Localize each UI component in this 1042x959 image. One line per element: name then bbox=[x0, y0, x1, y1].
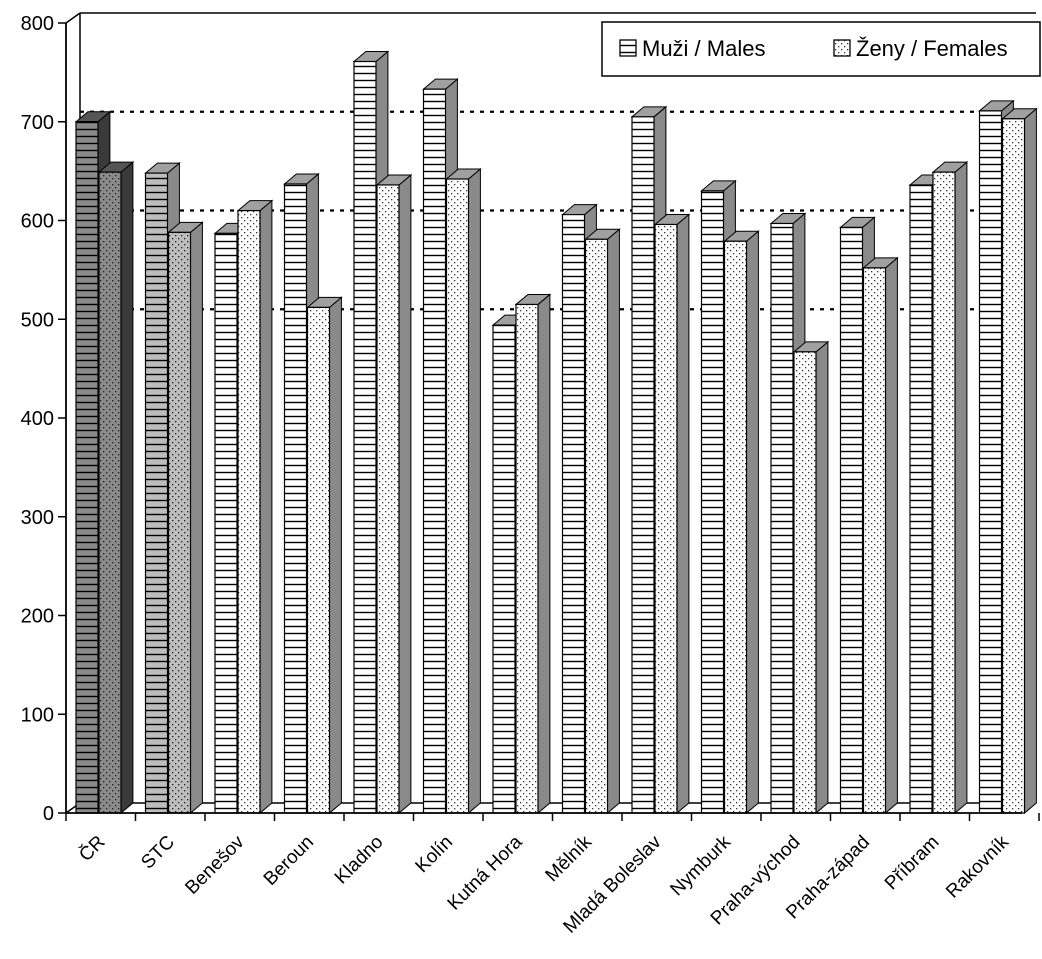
bar-front bbox=[283, 183, 308, 814]
bar-side bbox=[468, 167, 481, 815]
bar-side bbox=[329, 296, 342, 815]
bar-females-11 bbox=[862, 256, 899, 815]
bar-front bbox=[839, 226, 864, 814]
bar-front bbox=[306, 306, 331, 814]
legend-swatch-males bbox=[619, 39, 637, 57]
bar-front bbox=[793, 351, 817, 814]
y-tick-label-300: 300 bbox=[21, 507, 54, 529]
y-tick-label-200: 200 bbox=[21, 606, 54, 628]
legend-label-males: Muži / Males bbox=[642, 36, 765, 61]
bar-side bbox=[537, 293, 551, 815]
bar-females-1 bbox=[167, 221, 204, 815]
bar-females-13 bbox=[1001, 107, 1038, 815]
legend: Muži / Males Ženy / Females bbox=[601, 21, 1041, 77]
bar-front bbox=[144, 172, 169, 814]
bar-side bbox=[676, 213, 690, 815]
bar-front bbox=[932, 171, 956, 814]
x-category-label-5: Kolín bbox=[412, 832, 457, 877]
bar-front bbox=[654, 223, 678, 814]
bar-front bbox=[862, 267, 887, 814]
x-category-label-2: Benešov bbox=[181, 831, 248, 898]
bar-females-12 bbox=[931, 161, 969, 815]
bar-side bbox=[190, 221, 203, 815]
bar-side bbox=[746, 230, 759, 815]
x-category-label-9: Nymburk bbox=[666, 831, 735, 900]
bar-side bbox=[398, 173, 412, 815]
bar-side bbox=[1024, 107, 1037, 815]
bar-females-8 bbox=[653, 213, 691, 815]
y-axis: 0 100 200 300 400 500 600 700 800 bbox=[21, 13, 67, 825]
bar-front bbox=[445, 178, 470, 814]
y-tick-label-100: 100 bbox=[21, 704, 54, 726]
bar-front bbox=[909, 184, 933, 814]
x-category-label-3: Beroun bbox=[260, 832, 318, 890]
bar-front bbox=[978, 110, 1003, 814]
y-tick-label-700: 700 bbox=[21, 112, 54, 134]
legend-label-females: Ženy / Females bbox=[856, 36, 1008, 61]
bar-side bbox=[259, 199, 273, 815]
y-tick-label-800: 800 bbox=[21, 13, 54, 35]
bar-front bbox=[75, 121, 99, 814]
bar-females-4 bbox=[375, 173, 413, 815]
x-category-label-1: STC bbox=[137, 832, 179, 874]
bar-front bbox=[214, 232, 238, 814]
bar-front bbox=[422, 88, 447, 814]
bar-front bbox=[561, 213, 586, 814]
bar-females-5 bbox=[445, 167, 482, 815]
bar-females-0 bbox=[97, 161, 135, 815]
x-category-label-0: ČR bbox=[75, 831, 110, 866]
bar-front bbox=[98, 171, 122, 814]
bar-females-7 bbox=[584, 228, 621, 815]
x-category-label-4: Kladno bbox=[331, 832, 388, 889]
bar-front bbox=[167, 231, 192, 814]
bar-front bbox=[584, 238, 609, 814]
x-category-label-7: Mělník bbox=[542, 831, 597, 886]
bar-females-10 bbox=[792, 340, 830, 815]
x-category-label-6: Kutná Hora bbox=[444, 831, 527, 914]
legend-box bbox=[601, 21, 1041, 77]
bar-front bbox=[515, 303, 539, 814]
bar-front bbox=[770, 222, 794, 814]
bar-females-9 bbox=[723, 230, 760, 815]
legend-swatch-females bbox=[833, 39, 851, 57]
bar-front bbox=[353, 60, 377, 814]
bar-front bbox=[723, 240, 748, 814]
bar-females-2 bbox=[236, 199, 274, 815]
bar-side bbox=[120, 161, 134, 815]
y-tick-label-500: 500 bbox=[21, 309, 54, 331]
bar-side bbox=[954, 161, 968, 815]
bar-front bbox=[631, 116, 655, 814]
bar-side bbox=[815, 340, 829, 815]
bar-females-6 bbox=[514, 293, 552, 815]
y-tick-label-600: 600 bbox=[21, 211, 54, 233]
bar-side bbox=[885, 256, 898, 815]
bar-side bbox=[607, 228, 620, 815]
y-tick-label-0: 0 bbox=[43, 803, 54, 825]
bar-front bbox=[376, 184, 400, 814]
x-category-label-13: Rakovník bbox=[942, 831, 1013, 902]
x-category-label-12: Příbram bbox=[881, 832, 944, 895]
bar-front bbox=[700, 190, 725, 814]
y-tick-label-400: 400 bbox=[21, 408, 54, 430]
bar-front bbox=[492, 324, 516, 814]
bar-front bbox=[237, 210, 261, 814]
wall-top-side bbox=[65, 12, 81, 24]
bars bbox=[74, 50, 1038, 815]
bar-front bbox=[1001, 118, 1026, 814]
bar-females-3 bbox=[306, 296, 343, 815]
